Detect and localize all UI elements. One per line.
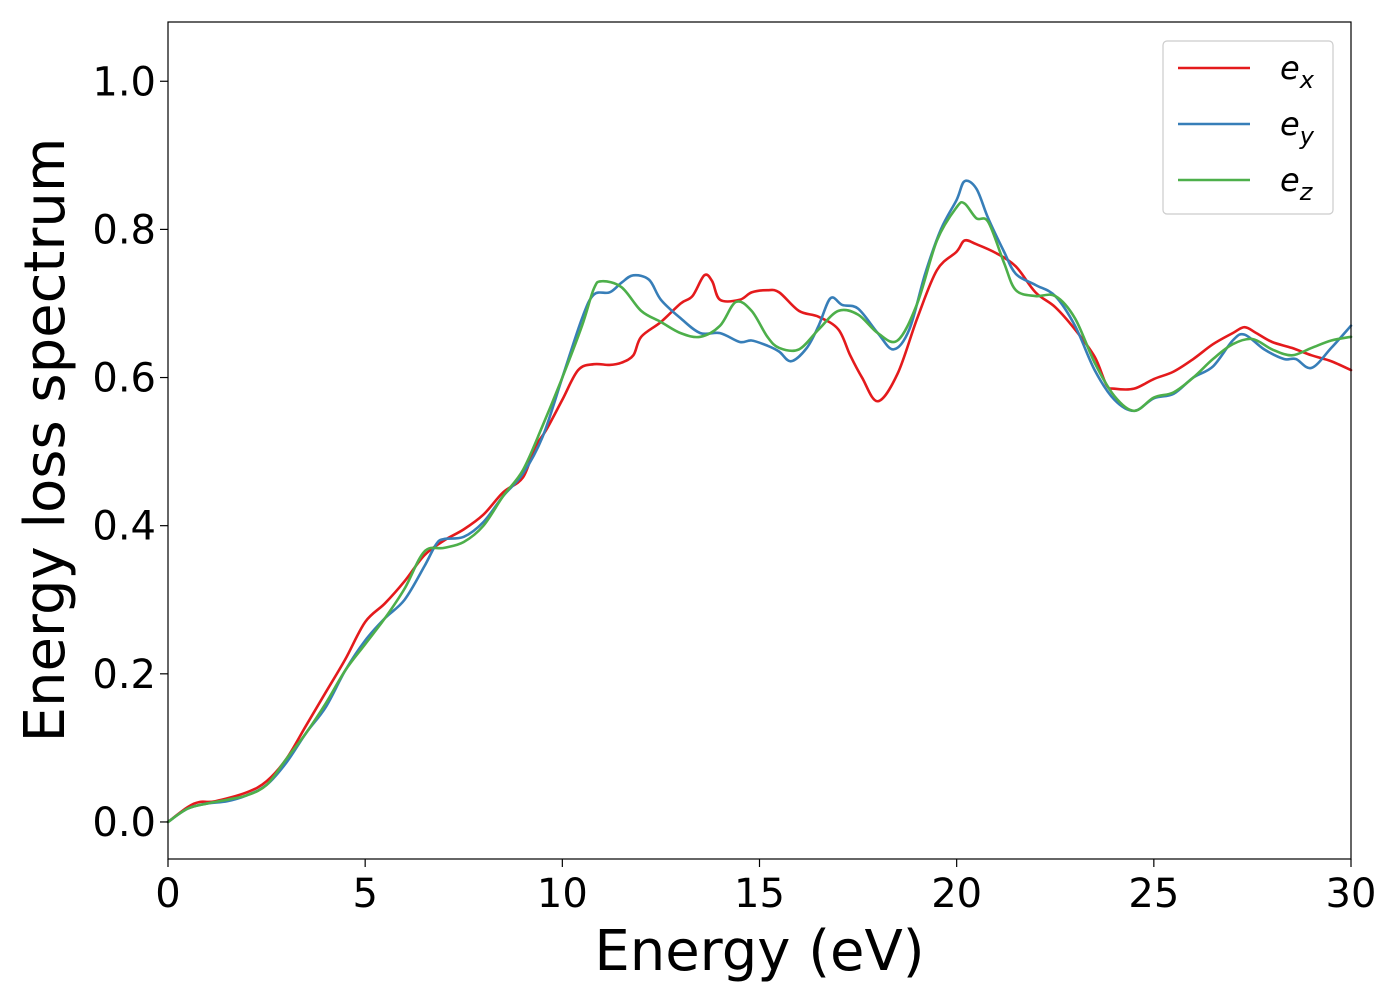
x-axis: 0 5 10 15 20 25 30 [155,859,1376,917]
series-line-e-z [166,200,1353,824]
legend-label: ez [1280,161,1314,206]
series-line-e-x [166,238,1353,824]
x-tick-label: 30 [1326,871,1377,917]
y-tick-label: 0.0 [92,800,156,846]
legend: ex ey ez [1162,40,1334,215]
x-axis-title: Energy (eV) [594,919,924,984]
x-tick-label: 25 [1128,871,1179,917]
y-tick-label: 0.2 [92,652,156,698]
y-tick-label: 0.6 [92,356,156,402]
series-layer [166,179,1353,824]
y-axis: 0.0 0.2 0.4 0.6 0.8 1.0 [92,59,168,846]
x-tick-label: 20 [931,871,982,917]
x-tick-label: 5 [352,871,377,917]
y-tick-label: 0.8 [92,207,156,253]
x-tick-label: 10 [537,871,588,917]
plot-area [168,22,1351,859]
legend-frame [1162,40,1334,215]
y-tick-label: 0.4 [92,504,156,550]
legend-label: ex [1280,49,1315,94]
y-tick-label: 1.0 [92,59,156,105]
x-tick-label: 15 [734,871,785,917]
x-tick-label: 0 [155,871,180,917]
legend-label: ey [1280,105,1315,150]
y-axis-title: Energy loss spectrum [13,138,78,743]
